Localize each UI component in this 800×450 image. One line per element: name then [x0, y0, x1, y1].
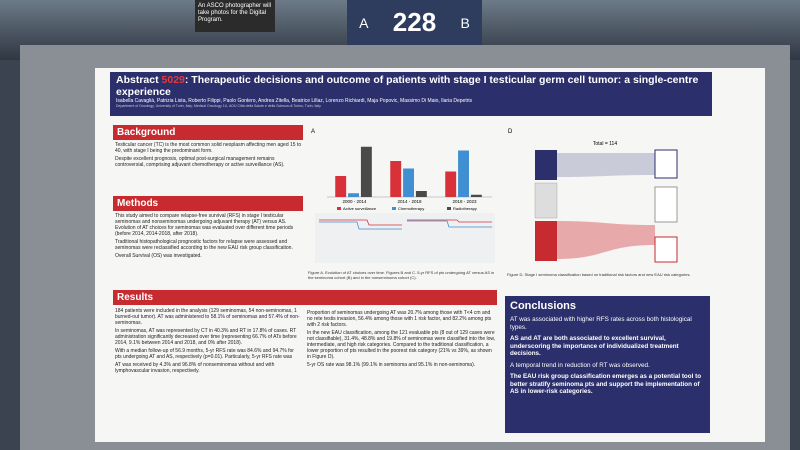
results-middle: Proportion of seminomas undergoing AT wa…	[307, 310, 497, 433]
x-tick-label: 2014 - 2018	[397, 199, 422, 204]
paragraph: AT was received by 4.3% and 96.8% of non…	[115, 362, 275, 374]
results-left: 184 patients were included in the analys…	[115, 308, 301, 433]
legend-swatch	[392, 207, 396, 210]
legend-swatch	[337, 207, 341, 210]
paragraph: AT was associated with higher RFS rates …	[510, 316, 692, 331]
legend-label: Active surveillance	[343, 206, 377, 211]
board-left: A	[359, 14, 369, 31]
paragraph: Overall Survival (OS) was investigated.	[115, 253, 202, 259]
section-heading: Results	[113, 290, 497, 305]
board-right: B	[460, 14, 470, 31]
title-text: : Therapeutic decisions and outcome of p…	[116, 74, 699, 98]
node	[535, 150, 557, 180]
bar	[360, 146, 372, 197]
title-label: Abstract	[116, 74, 159, 86]
photo-sign: An ASCO photographer will take photos fo…	[195, 0, 275, 32]
node	[535, 221, 557, 261]
node	[654, 149, 678, 179]
legend-swatch	[447, 207, 451, 210]
abstract-number: 5029	[161, 74, 185, 86]
authors: Isabella Cavaglià, Patrizia Lista, Rober…	[116, 98, 472, 104]
node	[534, 182, 558, 219]
figure-total: Total = 114	[593, 141, 617, 147]
bar	[458, 150, 469, 197]
legend-label: Chemotherapy	[398, 206, 424, 211]
paragraph: Despite excellent prognosis, optimal pos…	[115, 156, 285, 168]
bar	[470, 194, 482, 197]
node	[654, 236, 678, 263]
paragraph: AS and AT are both associated to excelle…	[510, 335, 679, 357]
flow	[557, 221, 655, 259]
paragraph: Testicular cancer (TC) is the most commo…	[115, 142, 302, 154]
bar	[415, 191, 427, 197]
section-heading: Background	[113, 125, 303, 140]
board-number: A 228 B	[347, 0, 482, 45]
x-tick-label: 2000 - 2014	[342, 199, 367, 204]
bar	[403, 168, 414, 197]
paragraph: 5-yr OS rate was 98.1% (99.1% in seminom…	[307, 362, 476, 368]
node	[654, 186, 678, 223]
sign-text: An ASCO photographer will take photos fo…	[198, 3, 272, 23]
section-heading: Conclusions	[510, 300, 577, 312]
flow	[557, 153, 655, 177]
bar	[390, 161, 402, 197]
km-curve	[319, 220, 492, 230]
x-tick-label: 2018 - 2023	[452, 199, 477, 204]
figure-label: D	[508, 129, 513, 135]
paragraph: 184 patients were included in the analys…	[115, 308, 300, 326]
title-bar: Abstract 5029: Therapeutic decisions and…	[110, 72, 712, 116]
conclusions-box: Conclusions AT was associated with highe…	[505, 296, 710, 433]
bar	[348, 193, 359, 197]
background-text: Testicular cancer (TC) is the most commo…	[115, 142, 303, 194]
board-number-text: 228	[392, 7, 437, 37]
paragraph: In the new EAU classification, among the…	[307, 330, 496, 360]
figure-caption: Figure A. Evolution of AT choices over t…	[308, 270, 495, 280]
km-curve	[319, 219, 492, 226]
methods-text: This study aimed to compare relapse-free…	[115, 213, 303, 287]
figure-caption: Figure D. Stage I seminoma classificatio…	[507, 272, 691, 277]
bar	[445, 171, 457, 197]
paragraph: With a median follow-up of 56.9 months, …	[115, 348, 294, 360]
affiliations: Department of Oncology, University of Tu…	[116, 104, 321, 108]
figure-label: A	[311, 129, 315, 135]
figure-d: D Total = 114	[508, 129, 678, 263]
figure-a: A 2000 - 2014 2014 - 2018 2018 - 2023 Activ…	[311, 129, 495, 263]
paragraph: Proportion of seminomas undergoing AT wa…	[307, 310, 492, 328]
section-heading: Methods	[113, 196, 303, 211]
paragraph: The EAU risk group classification emerge…	[510, 373, 702, 395]
km-plots	[315, 213, 495, 263]
bar	[335, 176, 347, 197]
legend-label: Radiotherapy	[453, 206, 477, 211]
paragraph: A temporal trend in reduction of RT was …	[510, 361, 650, 369]
paragraph: This study aimed to compare relapse-free…	[115, 213, 294, 237]
paragraph: Traditional histopathological prognostic…	[115, 239, 293, 251]
paragraph: In seminomas, AT was represented by CT i…	[115, 328, 297, 346]
